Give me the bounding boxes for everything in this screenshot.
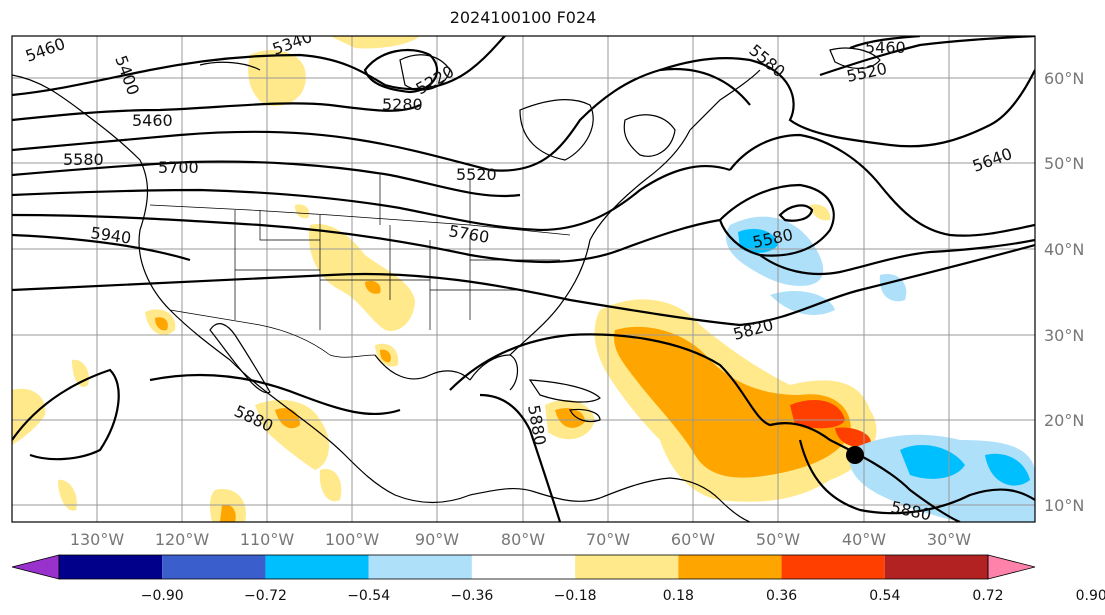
colorbar-tick-label: 0.36	[766, 588, 797, 604]
colorbar-segment	[265, 555, 369, 579]
colorbar-tick-label: 0.72	[972, 588, 1003, 604]
lon-tick-label: 50°W	[756, 530, 800, 549]
lat-tick-label: 60°N	[1044, 69, 1084, 88]
storm-marker	[846, 446, 864, 464]
height-contours	[12, 36, 1035, 522]
colorbar-tick-label: 0.18	[663, 588, 694, 604]
contour-label: 5520	[456, 165, 497, 184]
lon-tick-label: 90°W	[415, 530, 459, 549]
lat-tick-label: 20°N	[1044, 411, 1084, 430]
lon-tick-label: 40°W	[842, 530, 886, 549]
coastlines	[12, 47, 881, 522]
colorbar-segment	[781, 555, 885, 579]
lon-tick-label: 60°W	[671, 530, 715, 549]
map-border	[11, 35, 1036, 523]
lon-tick-label: 130°W	[70, 530, 125, 549]
borders	[149, 175, 571, 358]
colorbar-segment	[884, 555, 988, 579]
longitude-labels: 130°W 120°W 110°W 100°W 90°W 80°W 70°W 6…	[70, 530, 971, 549]
colorbar-tick-label: −0.54	[347, 588, 390, 604]
contour-label: 5460	[132, 111, 173, 130]
contour-label: 5460	[865, 38, 906, 57]
contour-label: 5280	[382, 95, 423, 114]
colorbar-segment	[678, 555, 782, 579]
lat-tick-label: 50°N	[1044, 154, 1084, 173]
colorbar-tick-label: −0.18	[554, 588, 597, 604]
lon-tick-label: 80°W	[501, 530, 545, 549]
colorbar-tick-label: −0.36	[450, 588, 493, 604]
colorbar-labels: −0.90 −0.72 −0.54 −0.36 −0.18 0.18 0.36 0.54 0.7…	[141, 588, 1105, 604]
colorbar-extend-max	[987, 554, 1036, 580]
lat-tick-label: 30°N	[1044, 326, 1084, 345]
lat-tick-label: 40°N	[1044, 240, 1084, 259]
colorbar-segment	[162, 555, 266, 579]
colorbar-segment	[368, 555, 472, 579]
colorbar-tick-label: 0.54	[869, 588, 900, 604]
colorbar-segment	[575, 555, 679, 579]
contour-label: 5580	[63, 150, 104, 169]
colorbar-segment	[59, 555, 163, 579]
plot-title: 2024100100 F024	[449, 8, 597, 27]
colorbar-tick-label: −0.90	[141, 588, 184, 604]
colorbar	[11, 554, 1036, 580]
lon-tick-label: 30°W	[927, 530, 971, 549]
lon-tick-label: 110°W	[240, 530, 295, 549]
colorbar-tick-label: −0.72	[244, 588, 287, 604]
lat-tick-label: 10°N	[1044, 496, 1084, 515]
lon-tick-label: 70°W	[586, 530, 630, 549]
contour-label: 5700	[158, 158, 199, 177]
colorbar-segment	[471, 555, 576, 579]
lon-tick-label: 100°W	[325, 530, 380, 549]
lon-tick-label: 120°W	[155, 530, 210, 549]
latitude-labels: 60°N 50°N 40°N 30°N 20°N 10°N	[1044, 69, 1084, 515]
colorbar-extend-min	[11, 554, 60, 580]
colorbar-border	[58, 554, 989, 580]
colorbar-tick-label: 0.90	[1076, 588, 1105, 604]
